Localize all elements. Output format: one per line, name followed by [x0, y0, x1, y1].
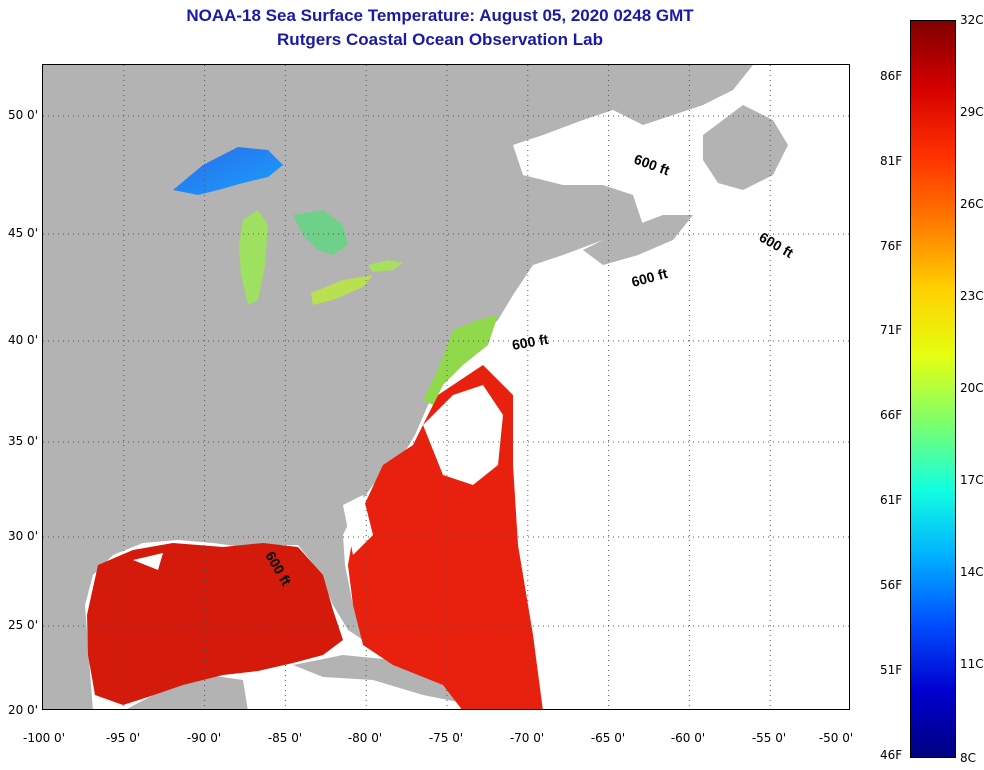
colorbar-fahrenheit-label: 51F	[880, 663, 903, 677]
cloud-patch	[343, 495, 373, 555]
shelf-water-sst	[423, 315, 498, 405]
lat-tick-label: 50 0'	[7, 108, 38, 122]
lon-tick-label: -50 0'	[818, 731, 854, 745]
lake-ontario	[368, 260, 403, 272]
land-north-america	[43, 65, 753, 709]
colorbar-celsius-label: 11C	[960, 657, 984, 671]
colorbar-celsius-label: 23C	[960, 289, 984, 303]
lake-michigan	[239, 210, 268, 305]
colorbar-fahrenheit-label: 46F	[880, 748, 903, 762]
isobath-label: 600 ft	[511, 331, 550, 353]
colorbar-fahrenheit-label: 61F	[880, 493, 903, 507]
lon-tick-label: -85 0'	[267, 731, 303, 745]
lon-tick-label: -70 0'	[509, 731, 545, 745]
colorbar-fahrenheit-label: 56F	[880, 578, 903, 592]
lon-tick-label: -80 0'	[347, 731, 383, 745]
lat-tick-label: 40 0'	[7, 333, 38, 347]
colorbar-celsius-label: 26C	[960, 197, 984, 211]
colorbar-fahrenheit-label: 76F	[880, 239, 903, 253]
isobath-label: 600 ft	[630, 265, 670, 290]
colorbar-fahrenheit-label: 66F	[880, 408, 903, 422]
isobath-label: 600 ft	[757, 229, 797, 261]
colorbar-fahrenheit-label: 86F	[880, 69, 903, 83]
lon-tick-label: -60 0'	[670, 731, 706, 745]
lake-erie	[311, 275, 373, 305]
lake-superior	[173, 147, 283, 195]
lake-huron	[293, 210, 348, 255]
land-nova-scotia	[583, 215, 693, 265]
colorbar-celsius-label: 32C	[960, 13, 984, 27]
colorbar-celsius-label: 20C	[960, 381, 984, 395]
lon-tick-label: -95 0'	[105, 731, 141, 745]
lat-tick-label: 30 0'	[7, 529, 38, 543]
colorbar-celsius-label: 8C	[960, 751, 977, 765]
land-cuba	[293, 655, 483, 703]
lat-tick-label: 45 0'	[7, 226, 38, 240]
sst-map-svg: 600 ft 600 ft 600 ft 600 ft 600 ft	[43, 65, 849, 709]
colorbar-celsius-label: 29C	[960, 105, 984, 119]
chart-title: NOAA-18 Sea Surface Temperature: August …	[186, 6, 694, 25]
colorbar-fahrenheit-label: 81F	[880, 154, 903, 168]
lon-tick-label: -55 0'	[751, 731, 787, 745]
cloud-patch	[133, 553, 163, 570]
lon-tick-label: -75 0'	[428, 731, 464, 745]
isobath-label: 600 ft	[632, 151, 672, 179]
land-newfoundland	[703, 105, 788, 190]
chart-subtitle: Rutgers Coastal Ocean Observation Lab	[277, 30, 603, 49]
lat-tick-label: 35 0'	[7, 434, 38, 448]
land-yucatan	[126, 675, 248, 709]
sst-map[interactable]: 600 ft 600 ft 600 ft 600 ft 600 ft	[42, 64, 850, 710]
colorbar-celsius-label: 17C	[960, 473, 984, 487]
lat-tick-label: 25 0'	[7, 618, 38, 632]
lat-tick-label: 20 0'	[7, 703, 38, 717]
colorbar-fahrenheit-label: 71F	[880, 323, 903, 337]
color-scale-bar	[910, 20, 956, 758]
lon-tick-label: -90 0'	[186, 731, 222, 745]
gulf-of-mexico-sst	[87, 543, 343, 705]
colorbar-celsius-label: 14C	[960, 565, 984, 579]
cloud-patch	[423, 385, 503, 485]
lon-tick-label: -100 0'	[23, 731, 65, 745]
lon-tick-label: -65 0'	[590, 731, 626, 745]
